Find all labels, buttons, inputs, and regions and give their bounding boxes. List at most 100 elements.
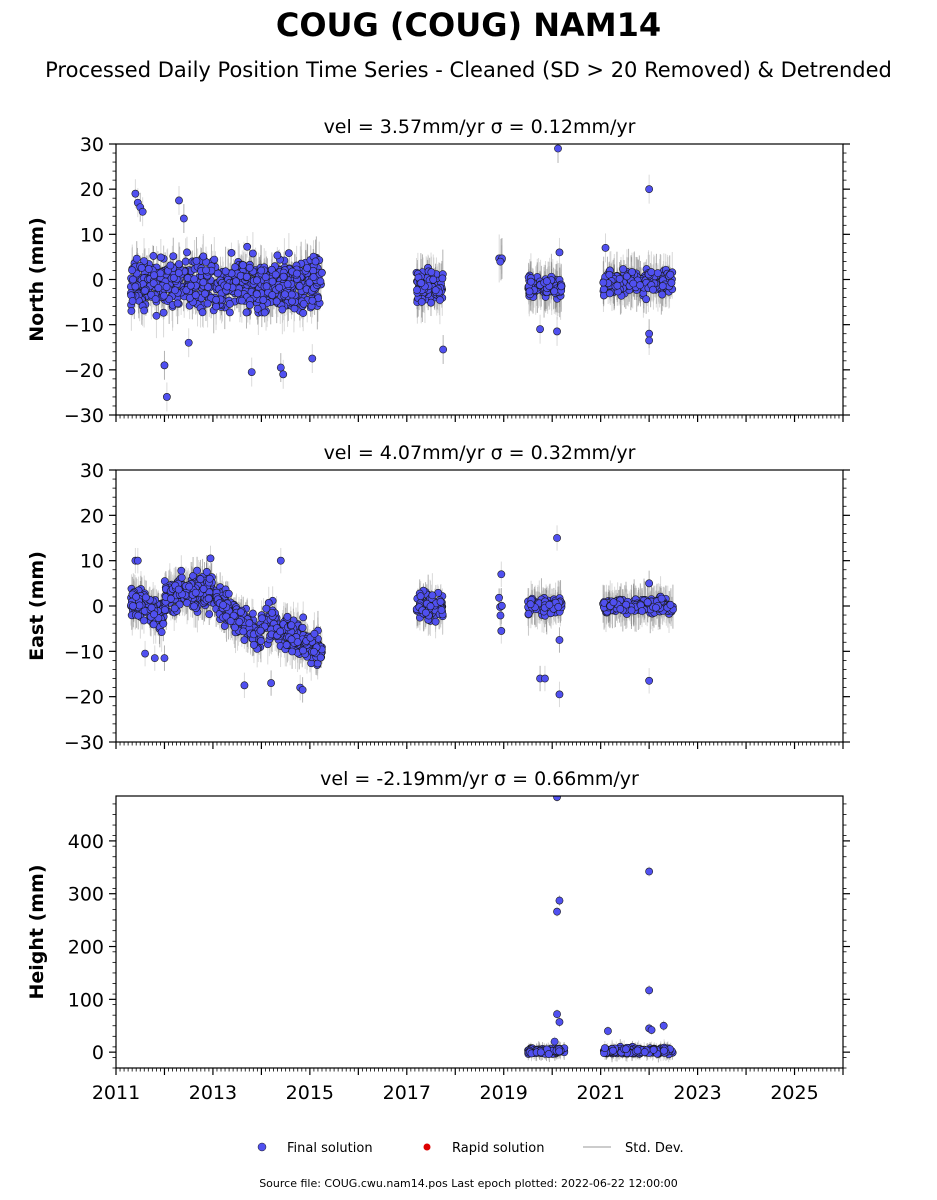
final-solution-point [242, 308, 251, 317]
final-solution-point [431, 286, 440, 295]
final-solution-point [645, 336, 654, 345]
final-solution-point [129, 602, 137, 610]
final-solution-point [287, 635, 296, 644]
final-solution-point [627, 606, 636, 615]
final-solution-point [193, 566, 201, 575]
final-solution-point [183, 248, 191, 257]
final-solution-point [150, 271, 158, 280]
final-solution-point [192, 257, 201, 265]
page-subtitle: Processed Daily Position Time Series - C… [45, 58, 892, 82]
final-solution-point [226, 617, 235, 626]
final-solution-point [250, 640, 258, 649]
final-solution-point [221, 267, 230, 276]
final-solution-point [223, 282, 232, 291]
final-solution-point [256, 626, 265, 635]
final-solution-point [138, 207, 147, 216]
final-solution-point [545, 600, 554, 609]
final-solution-point [179, 214, 188, 223]
final-solution-point [150, 654, 159, 663]
final-solution-point [183, 274, 192, 282]
final-solution-point [429, 275, 438, 284]
final-solution-point [128, 266, 136, 275]
final-solution-point [212, 295, 221, 304]
final-solution-point [428, 591, 437, 600]
final-solution-point [191, 291, 200, 299]
final-solution-point [287, 290, 296, 299]
final-solution-point [133, 556, 142, 565]
final-solution-point [645, 579, 654, 588]
final-solution-point [157, 628, 166, 636]
final-solution-point [605, 289, 614, 298]
final-solution-point [232, 277, 240, 286]
final-solution-point [284, 249, 293, 258]
final-solution-point [497, 627, 506, 635]
y-tick-label: 0 [92, 270, 104, 292]
final-solution-point [245, 619, 254, 628]
final-solution-point [240, 681, 249, 690]
final-solution-point [201, 289, 209, 298]
final-solution-point [245, 263, 254, 272]
final-solution-point [550, 287, 559, 296]
final-solution-point [206, 554, 215, 563]
final-solution-point [303, 264, 311, 272]
final-solution-point [426, 602, 435, 611]
y-tick-label: −10 [64, 315, 104, 337]
final-solution-point [160, 654, 169, 663]
final-solution-point [127, 307, 136, 315]
final-solution-point [658, 282, 667, 290]
final-solution-point [175, 260, 183, 269]
final-solution-point [666, 270, 675, 279]
final-solution-point [170, 604, 179, 613]
final-solution-point [658, 290, 667, 299]
final-solution-point [436, 597, 445, 606]
final-solution-point [248, 249, 257, 258]
final-solution-point [299, 613, 308, 622]
final-solution-point [421, 608, 430, 617]
final-solution-point [203, 299, 212, 308]
final-solution-point [615, 274, 624, 283]
final-solution-point [140, 616, 148, 625]
final-solution-point [554, 144, 562, 153]
panels-layer: −30 −20 −10 0 10 20 30 vel = 3.57mm/yr σ = 0.12… [26, 116, 850, 1104]
y-tick-label: 20 [80, 179, 104, 201]
panel-north: −30 −20 −10 0 10 20 30 vel = 3.57mm/yr σ = 0.12… [26, 116, 850, 427]
final-solution-point [638, 607, 646, 615]
final-solution-point [619, 265, 628, 273]
final-solution-point [150, 610, 158, 619]
final-solution-point [276, 627, 285, 636]
final-solution-point [144, 265, 153, 273]
final-solution-point [261, 273, 270, 282]
final-solution-point [128, 297, 137, 305]
final-solution-point [184, 338, 193, 347]
final-solution-point [173, 299, 182, 308]
final-solution-point [190, 602, 199, 611]
final-solution-point [219, 601, 228, 609]
final-solution-point [287, 621, 296, 630]
final-solution-point [235, 618, 244, 626]
final-solution-point [308, 354, 317, 363]
final-solution-point [174, 269, 183, 277]
final-solution-point [245, 301, 254, 309]
final-solution-point [141, 593, 150, 602]
final-solution-point [242, 272, 251, 281]
final-solution-point [129, 275, 137, 284]
final-solution-point [628, 268, 636, 276]
final-solution-point [599, 278, 608, 287]
final-solution-point [275, 283, 284, 292]
final-solution-point [240, 636, 249, 644]
final-solution-point [438, 274, 447, 283]
final-solution-point [169, 252, 178, 261]
final-solution-point [258, 614, 266, 623]
final-solution-point [553, 534, 561, 542]
final-solution-point [427, 298, 435, 307]
final-solution-point [526, 600, 535, 609]
page-title: COUG (COUG) NAM14 [275, 6, 662, 44]
y-tick-label: 30 [80, 134, 104, 156]
final-solution-point [657, 594, 666, 603]
final-solution-point [439, 345, 448, 354]
final-solution-point [309, 647, 318, 656]
final-solution-point [542, 277, 551, 286]
final-solution-point [167, 594, 175, 603]
final-solution-point [225, 308, 234, 317]
